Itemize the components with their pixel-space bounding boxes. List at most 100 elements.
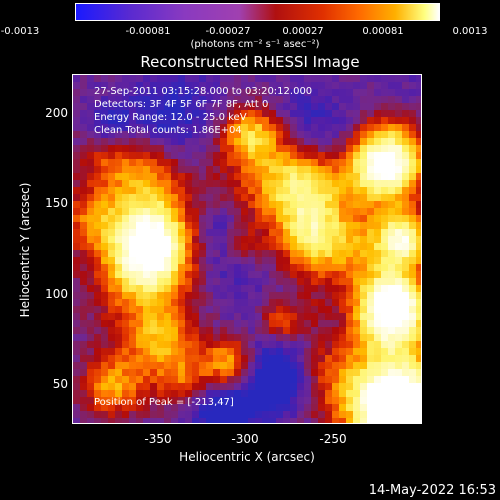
heatmap-pixel: [367, 313, 375, 321]
heatmap-pixel: [255, 194, 263, 202]
heatmap-pixel: [248, 271, 256, 279]
heatmap-pixel: [339, 355, 347, 363]
heatmap-pixel: [213, 278, 221, 286]
heatmap-pixel: [402, 390, 410, 398]
heatmap-pixel: [178, 201, 186, 209]
heatmap-pixel: [353, 124, 361, 132]
heatmap-pixel: [332, 369, 340, 377]
heatmap-pixel: [213, 383, 221, 391]
heatmap-pixel: [87, 299, 95, 307]
heatmap-pixel: [185, 110, 193, 118]
heatmap-pixel: [332, 250, 340, 258]
heatmap-pixel: [171, 390, 179, 398]
heatmap-pixel: [409, 292, 417, 300]
heatmap-pixel: [402, 103, 410, 111]
heatmap-pixel: [192, 250, 200, 258]
heatmap-pixel: [402, 194, 410, 202]
heatmap-pixel: [136, 404, 144, 412]
heatmap-pixel: [297, 89, 305, 97]
heatmap-pixel: [73, 404, 81, 412]
heatmap-pixel: [143, 82, 151, 90]
heatmap-pixel: [157, 292, 165, 300]
heatmap-pixel: [255, 180, 263, 188]
heatmap-pixel: [213, 327, 221, 335]
heatmap-pixel: [143, 292, 151, 300]
heatmap-pixel: [360, 411, 368, 419]
heatmap-pixel: [94, 89, 102, 97]
heatmap-pixel: [171, 82, 179, 90]
heatmap-pixel: [157, 285, 165, 293]
heatmap-pixel: [381, 257, 389, 265]
heatmap-pixel: [192, 320, 200, 328]
heatmap-pixel: [234, 201, 242, 209]
heatmap-pixel: [213, 166, 221, 174]
heatmap-pixel: [157, 75, 165, 83]
heatmap-pixel: [346, 313, 354, 321]
heatmap-pixel: [290, 201, 298, 209]
heatmap-pixel: [73, 327, 81, 335]
heatmap-pixel: [122, 369, 130, 377]
heatmap-pixel: [367, 166, 375, 174]
heatmap-pixel: [150, 117, 158, 125]
heatmap-pixel: [129, 397, 137, 405]
heatmap-pixel: [318, 334, 326, 342]
heatmap-pixel: [87, 152, 95, 160]
heatmap-pixel: [283, 355, 291, 363]
heatmap-pixel: [80, 222, 88, 230]
heatmap-pixel: [248, 390, 256, 398]
heatmap-pixel: [311, 397, 319, 405]
heatmap-pixel: [220, 236, 228, 244]
heatmap-pixel: [234, 397, 242, 405]
heatmap-pixel: [339, 341, 347, 349]
heatmap-pixel: [346, 369, 354, 377]
heatmap-pixel: [87, 166, 95, 174]
heatmap-pixel: [269, 145, 277, 153]
heatmap-pixel: [318, 369, 326, 377]
heatmap-pixel: [178, 404, 186, 412]
heatmap-pixel: [367, 334, 375, 342]
heatmap-pixel: [185, 236, 193, 244]
heatmap-pixel: [157, 194, 165, 202]
heatmap-pixel: [185, 229, 193, 237]
heatmap-pixel: [360, 152, 368, 160]
heatmap-pixel: [115, 243, 123, 251]
heatmap-pixel: [395, 327, 403, 335]
heatmap-pixel: [73, 278, 81, 286]
heatmap-pixel: [157, 103, 165, 111]
heatmap-pixel: [269, 222, 277, 230]
heatmap-pixel: [311, 208, 319, 216]
heatmap-pixel: [262, 243, 270, 251]
heatmap-pixel: [178, 285, 186, 293]
heatmap-pixel: [318, 306, 326, 314]
heatmap-pixel: [220, 264, 228, 272]
heatmap-pixel: [157, 397, 165, 405]
heatmap-pixel: [241, 229, 249, 237]
heatmap-pixel: [262, 271, 270, 279]
heatmap-pixel: [143, 369, 151, 377]
heatmap-pixel: [367, 341, 375, 349]
heatmap-pixel: [388, 166, 396, 174]
heatmap-pixel: [416, 145, 421, 153]
heatmap-pixel: [262, 194, 270, 202]
heatmap-pixel: [157, 348, 165, 356]
heatmap-pixel: [108, 257, 116, 265]
heatmap-pixel: [381, 117, 389, 125]
heatmap-pixel: [122, 75, 130, 83]
heatmap-pixel: [178, 229, 186, 237]
heatmap-pixel: [353, 201, 361, 209]
heatmap-pixel: [353, 173, 361, 181]
heatmap-pixel: [115, 292, 123, 300]
heatmap-pixel: [374, 411, 382, 419]
heatmap-pixel: [248, 299, 256, 307]
heatmap-pixel: [395, 404, 403, 412]
heatmap-pixel: [122, 397, 130, 405]
heatmap-pixel: [150, 215, 158, 223]
heatmap-pixel: [80, 89, 88, 97]
heatmap-pixel: [157, 383, 165, 391]
heatmap-pixel: [171, 208, 179, 216]
colorbar-tick: -0.00081: [125, 26, 171, 37]
heatmap-pixel: [199, 383, 207, 391]
heatmap-pixel: [94, 138, 102, 146]
heatmap-pixel: [339, 313, 347, 321]
heatmap-pixel: [409, 348, 417, 356]
